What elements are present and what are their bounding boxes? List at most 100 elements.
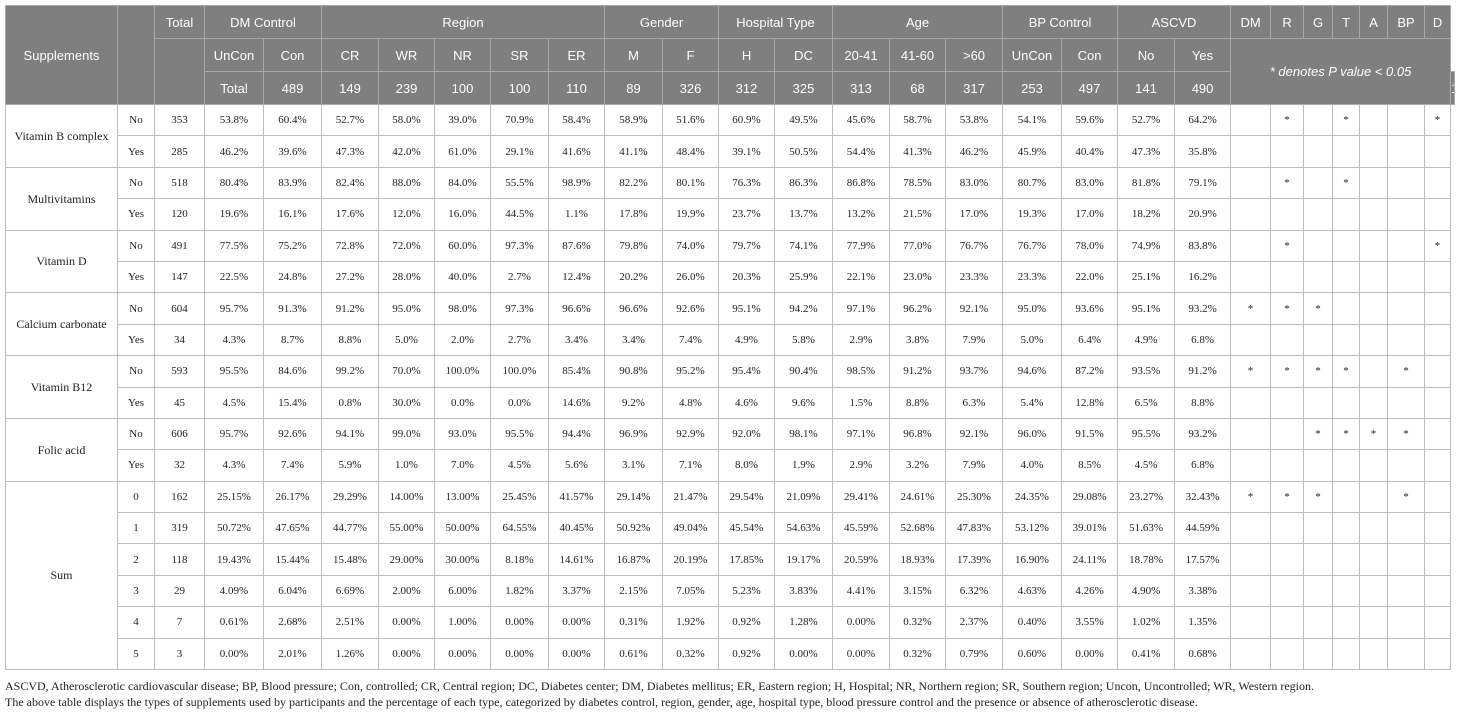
table-cell: 74.1% bbox=[774, 229, 834, 262]
table-cell: 81.8% bbox=[1117, 166, 1176, 200]
table-cell: 2.68% bbox=[263, 606, 322, 639]
header-subgroup: H bbox=[718, 38, 776, 72]
table-cell: 0.32% bbox=[889, 637, 947, 671]
table-cell: 45.59% bbox=[832, 512, 891, 545]
table-cell: 96.6% bbox=[547, 292, 606, 325]
table-row: Yes 147 22.5% 24.8% 27.2% 28.0% 40.0% 2.7% 12.4%… bbox=[6, 260, 1455, 294]
header-sig-column: D bbox=[1424, 5, 1452, 39]
header-total-count: 317 bbox=[945, 71, 1004, 105]
table-cell: 46.2% bbox=[204, 135, 264, 168]
table-cell: 0.60% bbox=[1002, 637, 1063, 671]
header-group: DM Control bbox=[204, 5, 322, 39]
row-label: Yes bbox=[117, 198, 155, 231]
table-cell: 4.26% bbox=[1061, 574, 1119, 608]
table-cell: 7.4% bbox=[263, 449, 322, 482]
table-cell: 53.8% bbox=[945, 103, 1004, 137]
table-cell: 54.63% bbox=[774, 512, 834, 545]
table-cell: 25.9% bbox=[774, 260, 834, 294]
table-cell: 13.2% bbox=[832, 198, 891, 231]
header-total-count: 149 bbox=[321, 71, 379, 105]
table-cell: 77.0% bbox=[889, 229, 947, 262]
table-cell: 39.1% bbox=[718, 135, 776, 168]
table-cell: 22.1% bbox=[832, 260, 891, 294]
header-row-subgroups: UnCon Con CR WR NR SR ER M F H DC 20-41 41-60 >60 UnCo… bbox=[6, 38, 1455, 105]
table-cell: 83.9% bbox=[263, 166, 322, 200]
significance-cell bbox=[1359, 198, 1389, 231]
row-total: 604 bbox=[154, 292, 205, 325]
table-cell: 2.37% bbox=[945, 606, 1004, 639]
header-subgroup: >60 bbox=[945, 38, 1004, 72]
table-cell: 79.8% bbox=[604, 229, 664, 262]
table-cell: 29.54% bbox=[718, 480, 776, 514]
table-cell: 14.00% bbox=[378, 480, 435, 514]
table-cell: 29.00% bbox=[378, 543, 435, 576]
table-cell: 17.0% bbox=[945, 198, 1004, 231]
table-cell: 95.7% bbox=[204, 292, 264, 325]
table-cell: 83.8% bbox=[1174, 229, 1232, 262]
table-cell: 96.8% bbox=[889, 417, 947, 451]
significance-cell bbox=[1424, 606, 1452, 639]
table-cell: 23.3% bbox=[1002, 260, 1063, 294]
table-cell: 29.29% bbox=[321, 480, 379, 514]
significance-cell bbox=[1359, 543, 1389, 576]
table-cell: 4.3% bbox=[204, 323, 264, 357]
table-cell: 52.68% bbox=[889, 512, 947, 545]
table-cell: 53.12% bbox=[1002, 512, 1063, 545]
footnote-abbreviations: ASCVD, Atherosclerotic cardiovascular di… bbox=[5, 679, 1315, 693]
table-row: Yes 45 4.5% 15.4% 0.8% 30.0% 0.0% 0.0% 14.6% 9.2%… bbox=[6, 386, 1455, 419]
header-group: Age bbox=[832, 5, 1004, 39]
header-subgroup: Con bbox=[1061, 38, 1119, 72]
table-cell: 55.5% bbox=[490, 166, 549, 200]
table-cell: 2.7% bbox=[490, 260, 549, 294]
header-blank bbox=[117, 5, 155, 105]
header-sig-column: A bbox=[1359, 5, 1389, 39]
table-header: Supplements Total DM Control Region Gender… bbox=[5, 5, 1455, 105]
table-cell: 0.8% bbox=[321, 386, 379, 419]
significance-cell bbox=[1387, 606, 1426, 639]
significance-cell bbox=[1359, 512, 1389, 545]
significance-cell: * bbox=[1270, 480, 1305, 514]
table-row: Vitamin B complex No 353 53.8% 60.4% 52.7% 58.… bbox=[5, 103, 1455, 168]
significance-cell bbox=[1303, 323, 1334, 357]
table-cell: 6.69% bbox=[321, 574, 379, 608]
table-cell: 23.27% bbox=[1117, 480, 1176, 514]
table-row: 3 29 4.09% 6.04% 6.69% 2.00% 6.00% 1.82% 3.37% 2.… bbox=[6, 574, 1455, 608]
header-total-label: Total bbox=[204, 71, 264, 105]
significance-cell: * bbox=[1424, 229, 1452, 262]
table-cell: 0.00% bbox=[490, 606, 549, 639]
table-cell: 91.5% bbox=[1061, 417, 1119, 451]
significance-cell bbox=[1424, 260, 1452, 294]
table-cell: 6.8% bbox=[1174, 323, 1232, 357]
significance-cell bbox=[1424, 166, 1452, 200]
significance-cell: * bbox=[1270, 292, 1305, 325]
significance-cell: * bbox=[1270, 355, 1305, 388]
significance-cell bbox=[1359, 449, 1389, 482]
table-cell: 23.3% bbox=[945, 260, 1004, 294]
table-cell: 29.41% bbox=[832, 480, 891, 514]
table-cell: 58.9% bbox=[604, 103, 664, 137]
table-cell: 5.23% bbox=[718, 574, 776, 608]
table-cell: 5.0% bbox=[378, 323, 435, 357]
significance-cell bbox=[1424, 449, 1452, 482]
significance-cell bbox=[1303, 260, 1334, 294]
table-cell: 25.45% bbox=[490, 480, 549, 514]
table-cell: 93.2% bbox=[1174, 417, 1232, 451]
table-cell: 17.85% bbox=[718, 543, 776, 576]
table-cell: 96.6% bbox=[604, 292, 664, 325]
table-cell: 3.83% bbox=[774, 574, 834, 608]
table-cell: 13.00% bbox=[434, 480, 491, 514]
significance-cell bbox=[1270, 574, 1305, 608]
table-cell: 100.0% bbox=[434, 355, 491, 388]
table-cell: 79.7% bbox=[718, 229, 776, 262]
table-cell: 80.1% bbox=[662, 166, 720, 200]
table-cell: 15.44% bbox=[263, 543, 322, 576]
header-total-count: 253 bbox=[1002, 71, 1063, 105]
table-row: Yes 120 19.6% 16.1% 17.6% 12.0% 16.0% 44.5% 1.1%… bbox=[6, 198, 1455, 231]
significance-cell bbox=[1332, 135, 1361, 168]
table-cell: 4.41% bbox=[832, 574, 891, 608]
table-cell: 74.9% bbox=[1117, 229, 1176, 262]
header-total-count: 239 bbox=[378, 71, 435, 105]
significance-cell: * bbox=[1359, 417, 1389, 451]
table-cell: 17.6% bbox=[321, 198, 379, 231]
table-cell: 0.79% bbox=[945, 637, 1004, 671]
